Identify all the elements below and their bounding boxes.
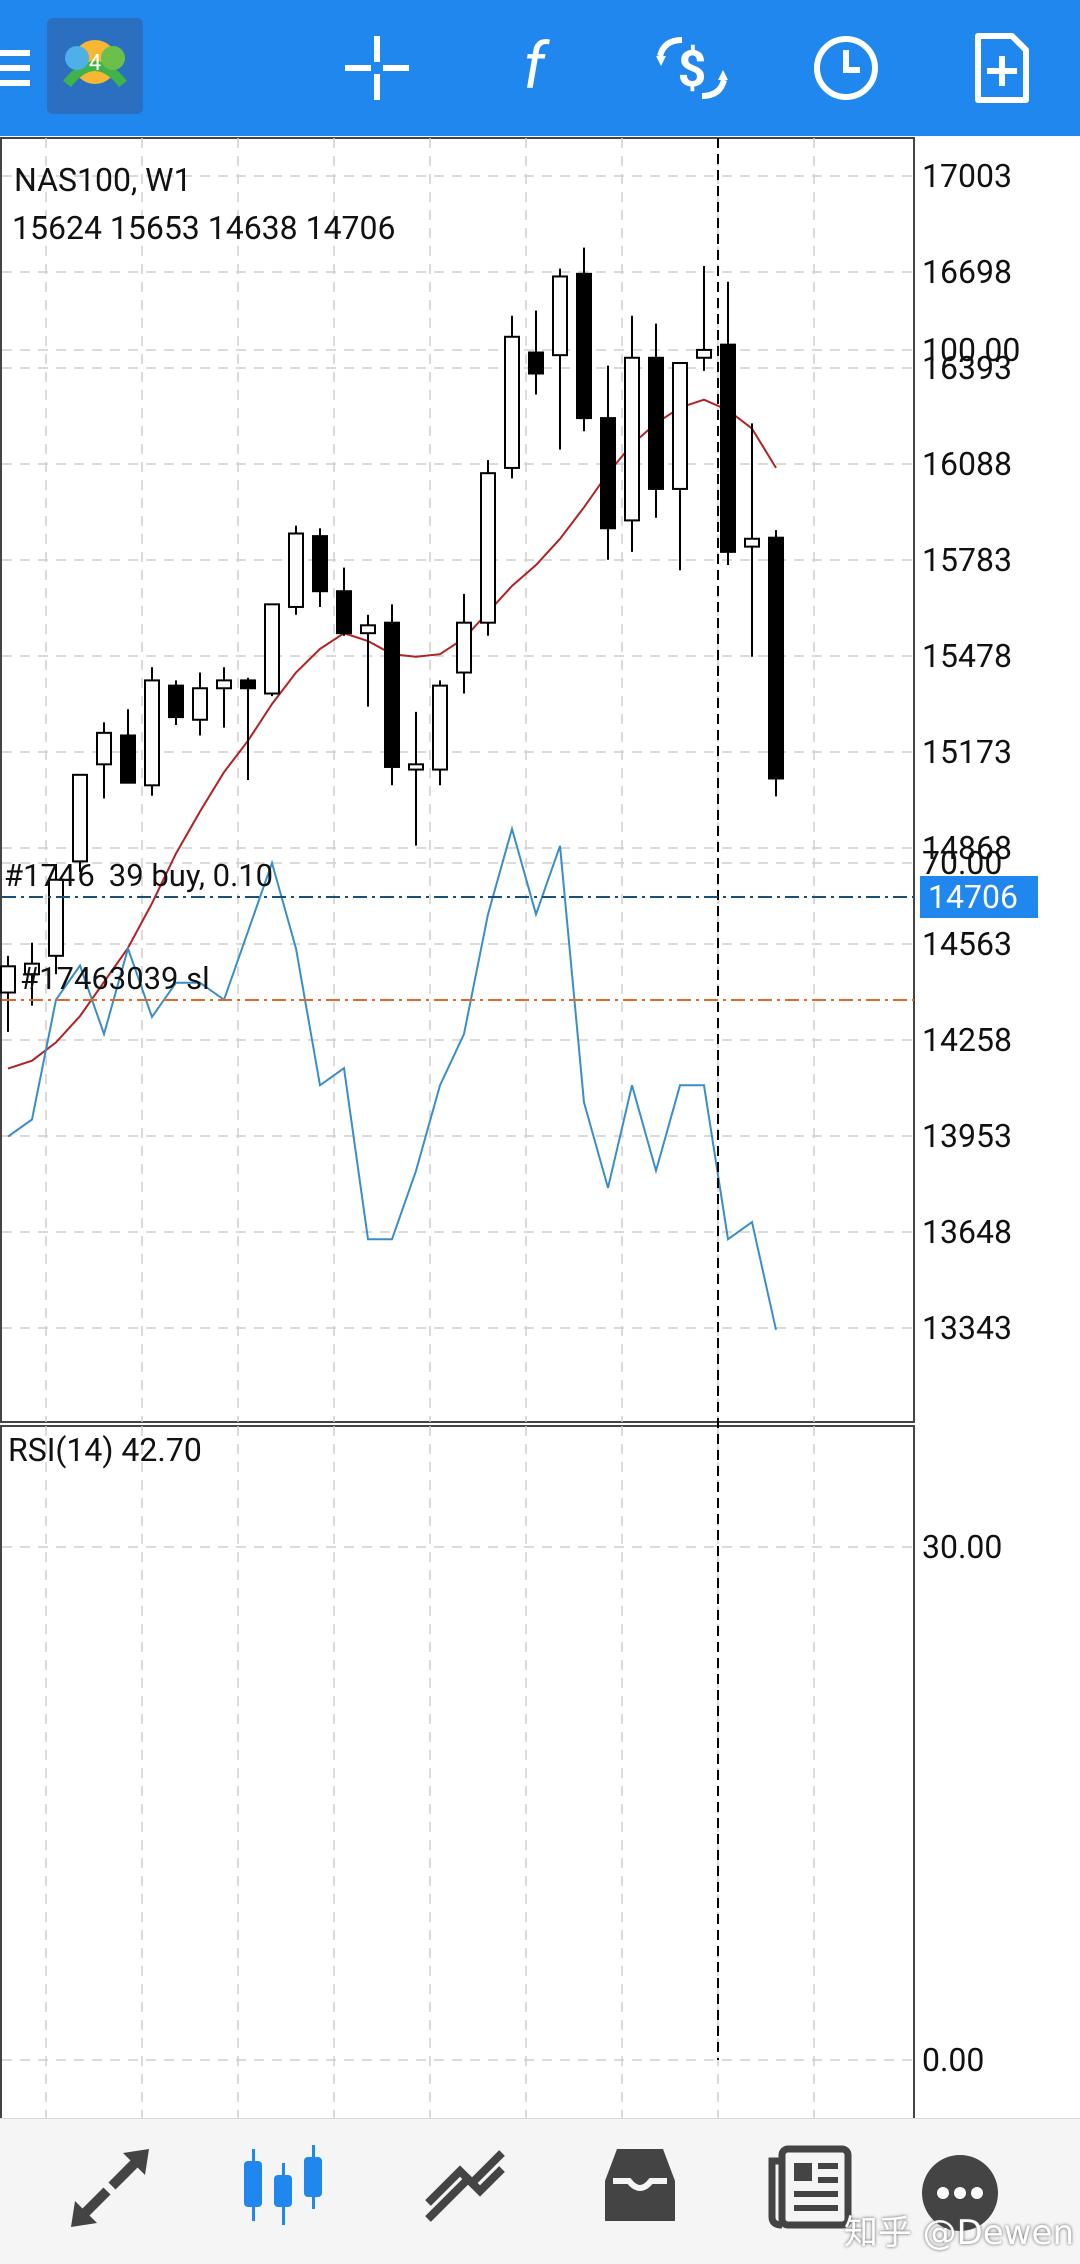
candle-body [384,621,400,768]
price-tick-label: 17003 [922,157,1012,195]
candle-body [312,535,328,593]
candle-body [360,624,376,635]
history-tab-icon[interactable] [585,2131,695,2241]
trade-icon[interactable]: $ [642,18,742,118]
candle-body [480,472,496,624]
symbol-timeframe-label: NAS100, W1 [14,161,192,199]
indicators-icon[interactable]: f [484,18,584,118]
price-tick-label: 13648 [922,1213,1012,1251]
top-toolbar: 4 f $ [0,0,1080,136]
candle-body [648,356,664,490]
stop-loss-label: #17463039 sl [20,960,210,997]
candle-body [264,603,280,695]
trade-tab-icon[interactable] [410,2131,520,2241]
candle-body [552,275,568,357]
candle-body [72,773,88,863]
candle-body [24,962,40,976]
chart-tab-icon[interactable] [228,2131,338,2241]
candle-body [624,356,640,522]
candle-body [744,537,760,548]
price-tick-label: 13953 [922,1117,1012,1155]
watermark-logo: 知乎 @Dewen [843,2213,1074,2253]
price-tick-label: 13343 [922,1309,1012,1347]
candle-body [240,679,256,690]
candles [0,247,784,1032]
quotes-tab-icon[interactable] [57,2131,167,2241]
price-tick-label: 15173 [922,733,1012,771]
candle-body [408,763,424,771]
menu-icon[interactable] [0,18,40,118]
rsi-tick-label: 30.00 [922,1528,1002,1566]
rsi-label: RSI(14) 42.70 [8,1431,202,1469]
price-axis: 17003 16698 16393 16088 15783 15478 15173 14868… [922,157,1012,1347]
candle-body [216,679,232,690]
price-chart[interactable]: #1746 39 buy, 0.10 #17463039 sl NAS100, W… [0,136,1080,2242]
news-tab-icon[interactable] [756,2131,866,2241]
candle-body [336,590,352,635]
price-tick-label: 14563 [922,925,1012,963]
candle-body [288,532,304,608]
metatrader-logo: 4 [47,18,143,114]
candle-body [576,272,592,420]
svg-text:$: $ [678,41,707,99]
ohlc-label: 15624 15653 14638 14706 [12,209,396,247]
candle-body [168,684,184,719]
price-tick-label: 14868 [922,829,1012,867]
candle-body [600,417,616,530]
new-order-icon[interactable] [952,18,1052,118]
price-tick-label: 16088 [922,445,1012,483]
rsi-panel-frame [0,1425,915,2201]
candle-body [528,351,544,375]
candle-body [456,621,472,674]
price-tick-label: 16698 [922,253,1012,291]
candle-body [432,684,448,771]
more-tab-icon[interactable] [905,2131,1015,2241]
buy-order-label: #1746 39 buy, 0.10 [4,857,273,894]
current-price-value: 14706 [928,878,1018,916]
price-tick-label: 14258 [922,1021,1012,1059]
candle-body [120,734,136,784]
rsi-polyline [7,825,777,1331]
rsi-axis: 100.00 70.00 30.00 0.00 [922,331,1020,2079]
rsi-tick-label: 100.00 [922,331,1020,369]
candle-body [0,965,16,994]
rsi-tick-label: 0.00 [922,2041,984,2079]
price-tick-label: 15783 [922,541,1012,579]
rsi-tick-label: 70.00 [922,844,1002,882]
candle-body [768,536,784,780]
current-price-tag [920,876,1038,918]
svg-text:4: 4 [89,51,101,76]
candle-body [48,878,64,957]
candle-body [504,335,520,469]
price-tick-label: 16393 [922,349,1012,387]
candle-body [96,731,112,766]
chart-area[interactable]: #1746 39 buy, 0.10 #17463039 sl NAS100, W… [0,136,1080,2242]
price-tick-label: 15478 [922,637,1012,675]
candle-body [672,362,688,490]
price-panel-frame [0,137,915,1423]
candle-body [696,348,712,359]
candle-body [192,687,208,721]
candle-body [720,343,736,553]
timeframe-icon[interactable] [796,18,896,118]
svg-text:f: f [523,29,550,104]
bottom-navigation: 知乎 @Dewen [0,2118,1080,2264]
crosshair-icon[interactable] [327,18,427,118]
candle-body [144,679,160,787]
rsi-line [7,825,777,1331]
